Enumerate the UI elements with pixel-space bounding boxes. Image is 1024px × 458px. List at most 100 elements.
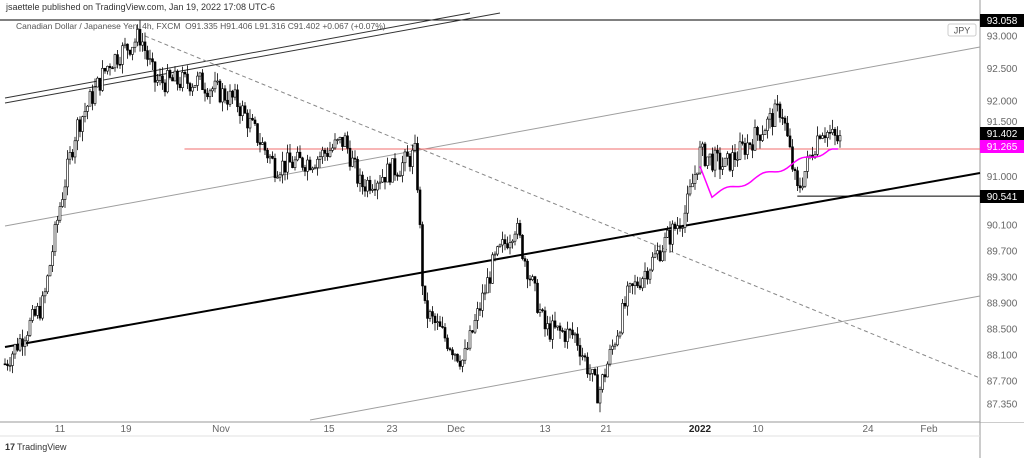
candle	[308, 156, 312, 171]
candle	[756, 125, 759, 141]
candle-body	[728, 153, 732, 171]
candle-body	[551, 320, 554, 340]
candle-body	[246, 112, 249, 129]
candle-body	[293, 159, 297, 168]
candle-body	[8, 365, 12, 367]
candle-body	[306, 159, 309, 172]
candle-body	[586, 356, 589, 375]
candle-body	[836, 135, 839, 142]
candle	[666, 226, 669, 238]
candle-body	[673, 223, 677, 229]
candle	[16, 337, 19, 352]
candle	[188, 81, 192, 96]
candle-body	[188, 83, 192, 92]
candle-body	[573, 333, 577, 336]
candle	[768, 107, 772, 129]
candle-body	[611, 345, 614, 350]
candle	[256, 123, 259, 146]
candle	[681, 224, 684, 237]
candle	[766, 116, 769, 139]
candle-body	[508, 242, 512, 249]
candle	[831, 119, 834, 136]
candle-body	[191, 86, 194, 92]
candle-body	[446, 337, 449, 349]
candle-body	[606, 363, 609, 378]
candle	[453, 353, 457, 362]
candle-body	[576, 333, 579, 346]
candle-body	[211, 88, 214, 92]
candle-body	[243, 105, 247, 114]
candle-body	[201, 72, 204, 90]
candle-body	[578, 345, 582, 357]
candle	[78, 116, 82, 138]
candle	[656, 242, 659, 260]
currency-label: JPY	[954, 26, 971, 36]
candle	[761, 125, 764, 142]
candle	[353, 150, 357, 169]
logo-mark: 17	[5, 442, 16, 452]
currency-badge: JPY	[947, 23, 977, 37]
candle	[523, 255, 527, 267]
candle-body	[283, 160, 287, 173]
candle-body	[771, 113, 774, 127]
candle	[726, 151, 729, 166]
candle	[163, 79, 167, 97]
candle-body	[638, 285, 642, 289]
candle	[651, 252, 654, 272]
candle-body	[428, 311, 432, 319]
candle-body	[151, 58, 154, 63]
candle	[493, 251, 497, 262]
candle-body	[458, 360, 462, 367]
candle	[751, 138, 754, 159]
candle	[173, 66, 177, 82]
candle	[411, 144, 414, 175]
candle-body	[423, 285, 427, 301]
candle-body	[763, 130, 767, 135]
candle-body	[766, 118, 769, 131]
candle-body	[61, 199, 64, 207]
price-label-text: 91.265	[987, 142, 1018, 153]
candle	[371, 184, 374, 193]
candle-body	[751, 144, 754, 151]
candle-body	[361, 174, 364, 188]
candle	[81, 115, 84, 142]
candle	[196, 71, 199, 91]
candle-body	[706, 156, 709, 166]
candle	[586, 352, 589, 378]
candle-body	[681, 227, 684, 229]
tradingview-logo[interactable]: 17 TradingView	[5, 442, 67, 452]
candle	[658, 244, 662, 263]
candle-body	[266, 149, 269, 159]
candle-body	[556, 325, 559, 328]
candle-body	[691, 183, 694, 188]
candle	[158, 68, 162, 86]
candle-body	[128, 49, 132, 55]
candle	[733, 143, 737, 168]
candle-body	[601, 374, 604, 390]
candle-body	[503, 239, 507, 244]
candle-body	[791, 146, 794, 170]
candle	[561, 327, 564, 333]
candle	[818, 134, 822, 140]
candle	[773, 99, 777, 127]
candle-body	[148, 58, 152, 61]
candle-body	[263, 142, 267, 151]
candle	[463, 339, 467, 365]
candle-body	[648, 269, 652, 280]
price-tick-label: 92.500	[987, 64, 1018, 75]
candle-body	[326, 153, 329, 157]
candle	[38, 297, 42, 321]
candle-body	[138, 29, 142, 46]
candle-body	[388, 163, 392, 183]
candle	[431, 306, 434, 325]
candle-body	[413, 143, 417, 151]
candle	[206, 87, 209, 100]
candle	[293, 156, 297, 171]
candle	[18, 334, 22, 352]
candle	[58, 202, 62, 223]
candle-body	[676, 225, 679, 229]
candle	[391, 158, 394, 183]
candle-body	[478, 308, 482, 311]
candle-body	[491, 254, 494, 284]
